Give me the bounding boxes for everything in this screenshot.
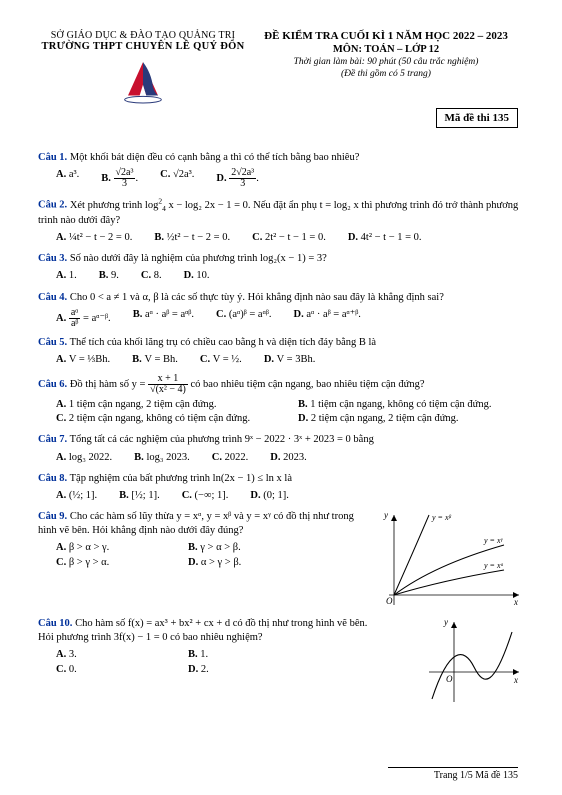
svg-text:x: x	[513, 597, 518, 607]
question-text-1: Cho hàm số f(x) = ax³ + bx² + cx + d có …	[75, 618, 367, 629]
opt-c: C. 0.	[56, 663, 166, 677]
opt-a: A. ¼t² − t − 2 = 0.	[56, 231, 132, 245]
question-text: Số nào dưới đây là nghiệm của phương trì…	[70, 253, 327, 264]
opt-a: A. 1 tiệm cận ngang, 2 tiệm cận đứng.	[56, 398, 276, 412]
question-text: Xét phương trình log24 x − log₂ 2x − 1 =…	[38, 200, 518, 226]
opt-d: D. 2.	[188, 663, 298, 677]
header: SỞ GIÁO DỤC & ĐÀO TẠO QUẢNG TRỊ TRƯỜNG T…	[38, 30, 524, 111]
opt-a: A. β > α > γ.	[56, 541, 166, 555]
opt-a: A. log₃ 2022.	[56, 451, 112, 465]
exam-meta-2: (Đề thi gồm có 5 trang)	[248, 69, 524, 79]
opt-c: C. (−∞; 1].	[182, 489, 229, 503]
question-5: Câu 5. Thể tích của khối lăng trụ có chi…	[38, 336, 524, 367]
opt-b: B. 9.	[99, 269, 119, 283]
question-8: Câu 8. Tập nghiệm của bất phương trình l…	[38, 472, 524, 503]
opt-c: C. 2022.	[212, 451, 248, 465]
opt-a: A. aᵅaᵝ = aᵅ⁻ᵝ.	[56, 308, 111, 329]
opt-a: A. 3.	[56, 648, 166, 662]
opt-c: C. 2t² − t − 1 = 0.	[252, 231, 326, 245]
opt-a: A. V = ⅓Bh.	[56, 353, 110, 367]
header-right: ĐỀ KIỂM TRA CUỐI KÌ 1 NĂM HỌC 2022 – 202…	[248, 30, 524, 79]
opt-d: D. 2√2a³3.	[216, 168, 258, 189]
question-10: Câu 10. Cho hàm số f(x) = ax³ + bx² + cx…	[38, 617, 524, 707]
exam-subject: MÔN: TOÁN – LỚP 12	[248, 44, 524, 55]
question-text: Tổng tất cả các nghiệm của phương trình …	[70, 434, 374, 445]
question-text: Thể tích của khối lăng trụ có chiều cao …	[70, 337, 376, 348]
question-label: Câu 8.	[38, 473, 67, 484]
opt-a: A. a³.	[56, 168, 79, 189]
opt-b: B. 1 tiệm cận ngang, không có tiệm cận đ…	[298, 398, 518, 412]
opt-d: D. V = 3Bh.	[264, 353, 316, 367]
svg-text:y: y	[383, 510, 388, 520]
question-label: Câu 5.	[38, 337, 67, 348]
opt-d: D. 10.	[184, 269, 210, 283]
svg-text:y = xᵅ: y = xᵅ	[483, 561, 504, 570]
svg-text:x: x	[513, 675, 518, 685]
opt-d: D. 4t² − t − 1 = 0.	[348, 231, 422, 245]
opt-c: C. V = ½.	[200, 353, 242, 367]
question-3: Câu 3. Số nào dưới đây là nghiệm của phư…	[38, 252, 524, 283]
svg-text:y: y	[443, 617, 448, 627]
question-label: Câu 2.	[38, 200, 67, 211]
opt-b: B. aᵅ · aᵝ = aᵅᵝ.	[133, 308, 194, 329]
question-1: Câu 1. Một khối bát diện đều có cạnh bằn…	[38, 151, 524, 189]
opt-b: B. 1.	[188, 648, 298, 662]
header-left: SỞ GIÁO DỤC & ĐÀO TẠO QUẢNG TRỊ TRƯỜNG T…	[38, 30, 248, 111]
question-9: Câu 9. Cho các hàm số lũy thừa y = xᵅ, y…	[38, 510, 524, 610]
opt-c: C. 2 tiệm cận ngang, không có tiệm cận đ…	[56, 412, 276, 426]
exam-meta-1: Thời gian làm bài: 90 phút (50 câu trắc …	[248, 57, 524, 67]
opt-d: D. aᵅ · aᵝ = aᵅ⁺ᵝ.	[293, 308, 360, 329]
opt-a: A. (½; 1].	[56, 489, 97, 503]
opt-b: B. ½t² − t − 2 = 0.	[154, 231, 230, 245]
exam-title: ĐỀ KIỂM TRA CUỐI KÌ 1 NĂM HỌC 2022 – 202…	[248, 30, 524, 42]
question-label: Câu 7.	[38, 434, 67, 445]
opt-c: C. β > γ > α.	[56, 556, 166, 570]
opt-d: D. 2023.	[270, 451, 306, 465]
svg-text:y = xᵝ: y = xᵝ	[431, 513, 452, 522]
opt-d: D. (0; 1].	[250, 489, 289, 503]
opt-b: B. [½; 1].	[119, 489, 160, 503]
svg-text:y = xᵞ: y = xᵞ	[483, 536, 504, 545]
question-label: Câu 3.	[38, 253, 67, 264]
question-label: Câu 1.	[38, 152, 67, 163]
question-text: Một khối bát diện đều có cạnh bằng a thì…	[70, 152, 360, 163]
school-logo	[118, 58, 168, 111]
question-text: Đồ thị hàm số y = x + 1√(x² − 4) có bao …	[70, 379, 425, 390]
question-label: Câu 6.	[38, 379, 67, 390]
opt-c: C. 8.	[141, 269, 162, 283]
question-label: Câu 9.	[38, 511, 67, 522]
question-4: Câu 4. Cho 0 < a ≠ 1 và α, β là các số t…	[38, 291, 524, 329]
question-6: Câu 6. Đồ thị hàm số y = x + 1√(x² − 4) …	[38, 374, 524, 426]
opt-c: C. (aᵅ)ᵝ = aᵅᵝ.	[216, 308, 271, 329]
opt-b: B. log₃ 2023.	[134, 451, 190, 465]
question-2: Câu 2. Xét phương trình log24 x − log₂ 2…	[38, 196, 524, 245]
question-label: Câu 4.	[38, 292, 67, 303]
question-text: Cho các hàm số lũy thừa y = xᵅ, y = xᵝ v…	[38, 511, 354, 536]
question-text: Cho 0 < a ≠ 1 và α, β là các số thực tùy…	[70, 292, 444, 303]
opt-b: B. γ > α > β.	[188, 541, 298, 555]
svg-text:O: O	[386, 596, 393, 606]
q9-graph: y x O y = xᵝ y = xᵞ y = xᵅ	[374, 510, 524, 610]
opt-c: C. √2a³.	[160, 168, 194, 189]
org-line: SỞ GIÁO DỤC & ĐÀO TẠO QUẢNG TRỊ	[38, 30, 248, 41]
opt-d: D. 2 tiệm cận ngang, 2 tiệm cận đứng.	[298, 412, 518, 426]
page-footer: Trang 1/5 Mã đề 135	[388, 767, 518, 781]
opt-a: A. 1.	[56, 269, 77, 283]
opt-b: B. √2a³3.	[101, 168, 138, 189]
question-text: Tập nghiệm của bất phương trình ln(2x − …	[70, 473, 292, 484]
question-label: Câu 10.	[38, 618, 72, 629]
questions-list: Câu 1. Một khối bát diện đều có cạnh bằn…	[38, 151, 524, 707]
opt-d: D. α > γ > β.	[188, 556, 298, 570]
opt-b: B. V = Bh.	[132, 353, 178, 367]
exam-code-box: Mã đề thi 135	[436, 108, 518, 128]
q10-graph: y x O	[424, 617, 524, 707]
svg-text:O: O	[446, 674, 453, 684]
school-line: TRƯỜNG THPT CHUYÊN LÊ QUÝ ĐÔN	[38, 41, 248, 52]
question-7: Câu 7. Tổng tất cả các nghiệm của phương…	[38, 433, 524, 464]
question-text-2: Hỏi phương trình 3f(x) − 1 = 0 có bao nh…	[38, 632, 263, 643]
